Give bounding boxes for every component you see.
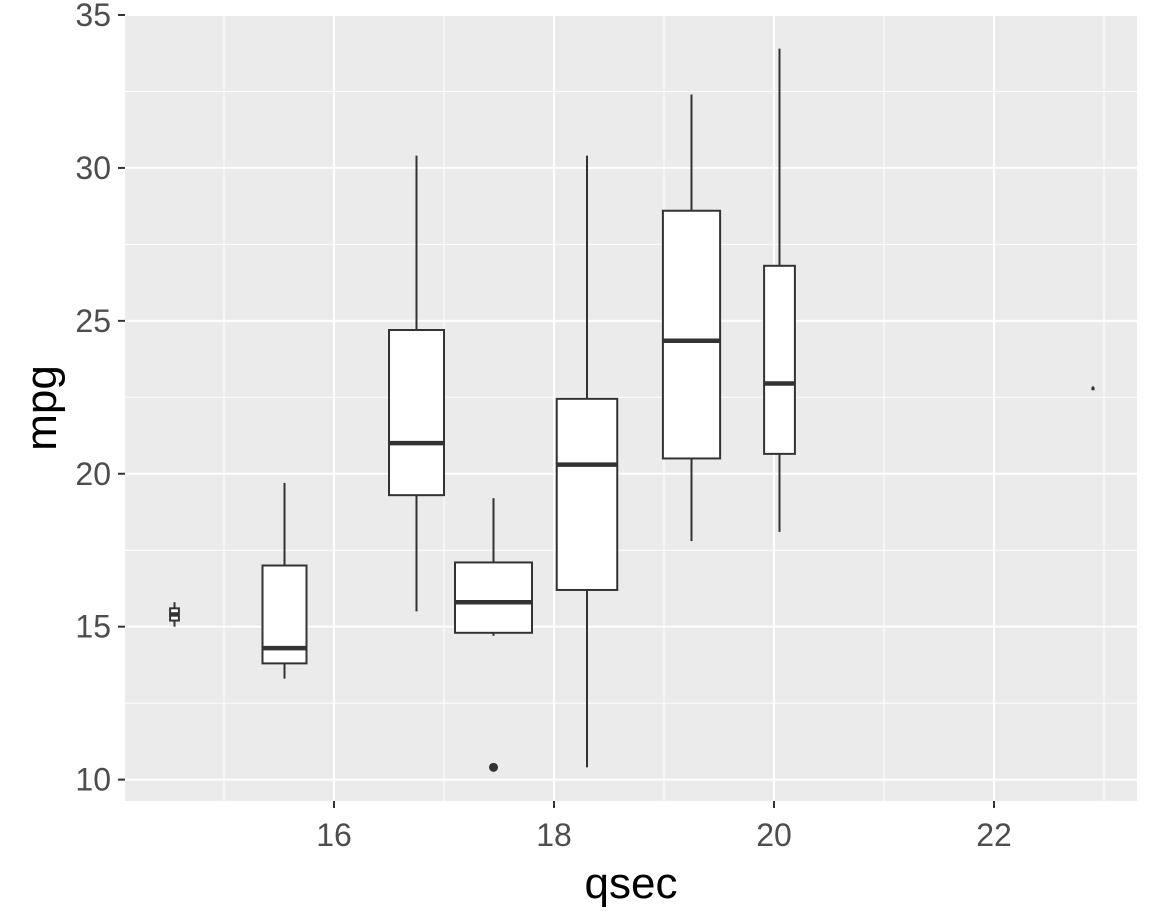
y-tick-label: 30 xyxy=(75,150,111,186)
y-axis-title: mpg xyxy=(17,365,66,451)
x-tick-label: 22 xyxy=(976,817,1012,853)
y-tick-label: 15 xyxy=(75,609,111,645)
box-series xyxy=(169,48,1095,772)
y-tick-label: 10 xyxy=(75,762,111,798)
x-tick-label: 16 xyxy=(316,817,352,853)
y-tick-label: 20 xyxy=(75,456,111,492)
x-axis-title: qsec xyxy=(585,859,678,908)
box-body xyxy=(454,561,533,634)
plot-panel xyxy=(125,15,1137,801)
x-tick-label: 18 xyxy=(536,817,572,853)
minor-gridlines xyxy=(125,15,1137,801)
box xyxy=(661,94,722,542)
box xyxy=(261,482,308,679)
box xyxy=(555,155,619,768)
box-body xyxy=(388,329,445,497)
box xyxy=(388,155,445,612)
y-axis: 10 15 20 25 30 35 xyxy=(75,0,125,798)
box-body xyxy=(555,397,619,591)
y-tick-label: 25 xyxy=(75,303,111,339)
box xyxy=(1091,385,1095,391)
x-axis: 16 18 20 22 xyxy=(316,801,1012,853)
box-body xyxy=(661,209,722,460)
box xyxy=(454,498,533,772)
box xyxy=(763,48,796,532)
x-tick-label: 20 xyxy=(756,817,792,853)
outlier-point xyxy=(489,762,498,772)
box xyxy=(169,602,180,627)
box-body xyxy=(763,264,796,455)
y-tick-label: 35 xyxy=(75,0,111,33)
